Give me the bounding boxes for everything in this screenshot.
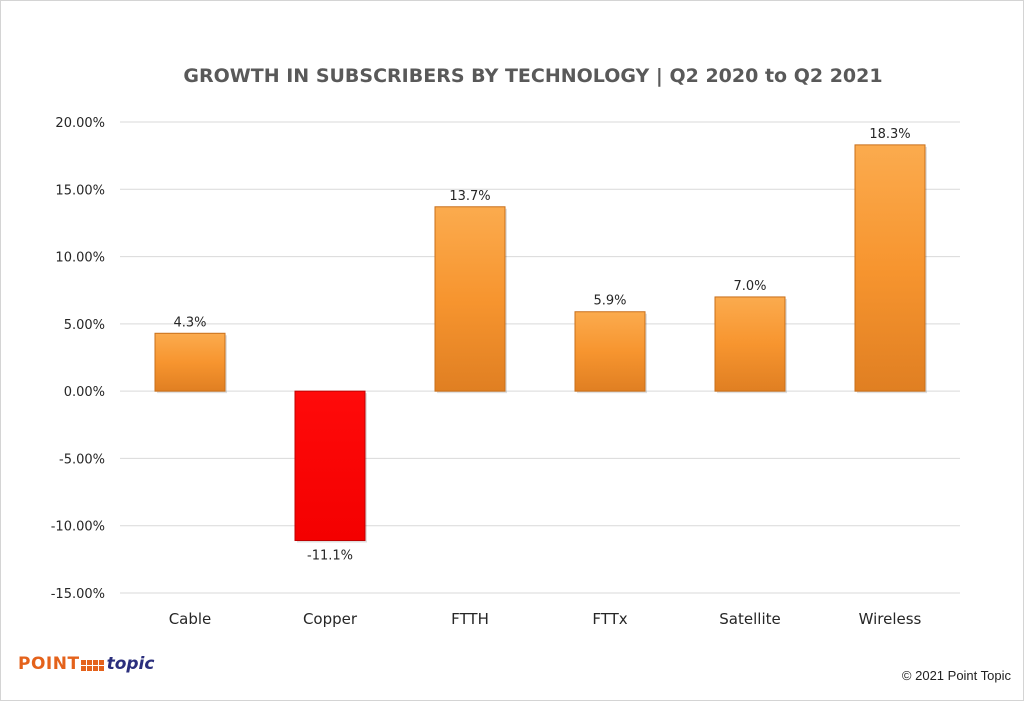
chart-title: GROWTH IN SUBSCRIBERS BY TECHNOLOGY | Q2… — [183, 65, 882, 87]
data-label: 18.3% — [869, 127, 910, 142]
y-tick-label: -5.00% — [59, 452, 105, 467]
y-tick-label: 20.00% — [55, 116, 105, 131]
x-category-label: FTTx — [592, 610, 627, 628]
x-category-label: Satellite — [719, 610, 780, 628]
x-category-label: FTTH — [451, 610, 489, 628]
logo-topic-text: topic — [106, 654, 155, 674]
y-tick-label: 5.00% — [64, 318, 105, 333]
logo-squares-icon — [80, 659, 104, 671]
bar-wireless — [854, 144, 926, 392]
bar-satellite — [714, 296, 786, 392]
y-tick-label: -15.00% — [51, 587, 105, 602]
y-tick-label: 0.00% — [64, 385, 105, 400]
x-category-label: Copper — [303, 610, 358, 628]
data-label: 4.3% — [173, 315, 206, 330]
data-label: 7.0% — [733, 279, 766, 294]
data-label: 5.9% — [593, 294, 626, 309]
point-topic-logo: POINT topic — [18, 654, 154, 674]
bar-fttx — [574, 311, 646, 392]
bar-copper — [294, 390, 366, 542]
y-tick-label: 10.00% — [55, 251, 105, 266]
copyright-text: © 2021 Point Topic — [901, 668, 1011, 683]
y-tick-label: -10.00% — [51, 520, 105, 535]
x-category-label: Wireless — [859, 610, 922, 628]
bar-ftth — [434, 206, 506, 392]
logo-point-text: POINT — [18, 654, 80, 674]
data-label: 13.7% — [449, 189, 490, 204]
bar-cable — [154, 332, 226, 392]
data-label: -11.1% — [307, 549, 353, 564]
y-tick-label: 15.00% — [55, 183, 105, 198]
x-category-label: Cable — [169, 610, 212, 628]
